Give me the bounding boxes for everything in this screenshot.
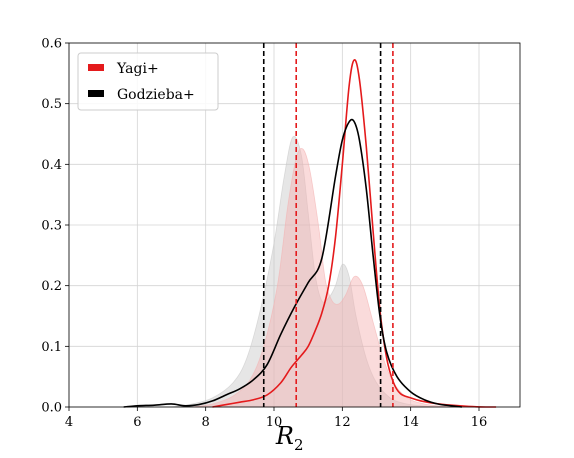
x-tick-label: 16	[471, 415, 488, 430]
series-yagi--line	[212, 59, 497, 408]
x-tick-label: 8	[202, 415, 210, 430]
interval-lines	[262, 43, 394, 407]
filled-densities	[171, 135, 466, 408]
x-axis-label-text: R	[275, 422, 294, 450]
y-tick-label: 0.3	[41, 219, 62, 234]
y-tick-label: 0.6	[41, 37, 62, 52]
x-tick-label: 12	[334, 415, 351, 430]
y-tick-label: 0.0	[41, 401, 62, 416]
density-lines	[123, 59, 497, 408]
legend: Yagi+ Godzieba+	[77, 52, 219, 111]
legend-label-godzieba-: Godzieba+	[117, 87, 195, 103]
legend-label-yagi-: Yagi+	[116, 61, 159, 77]
legend-swatch-yagi-	[88, 64, 104, 71]
legend-swatch-godzieba-	[88, 90, 104, 97]
ticks: 4 6 8 10 12 14 16 0.0 0.1 0.2 0.3 0.4 0.5 0.6	[41, 37, 487, 431]
x-tick-label: 10	[266, 415, 283, 430]
y-tick-label: 0.2	[41, 279, 62, 294]
x-tick-label: 14	[402, 415, 419, 430]
x-axis-label-subscript: 2	[294, 436, 304, 454]
y-tick-label: 0.5	[41, 97, 62, 112]
x-tick-label: 4	[65, 415, 73, 430]
series-godzieba--line	[123, 118, 463, 408]
x-axis-label: R 2	[275, 422, 304, 454]
y-tick-label: 0.4	[41, 158, 62, 173]
x-tick-label: 6	[133, 415, 141, 430]
series-shaded-3-area	[191, 147, 466, 408]
y-tick-label: 0.1	[41, 340, 62, 355]
legend-box	[77, 52, 219, 111]
series-shaded-2-area	[171, 135, 439, 408]
